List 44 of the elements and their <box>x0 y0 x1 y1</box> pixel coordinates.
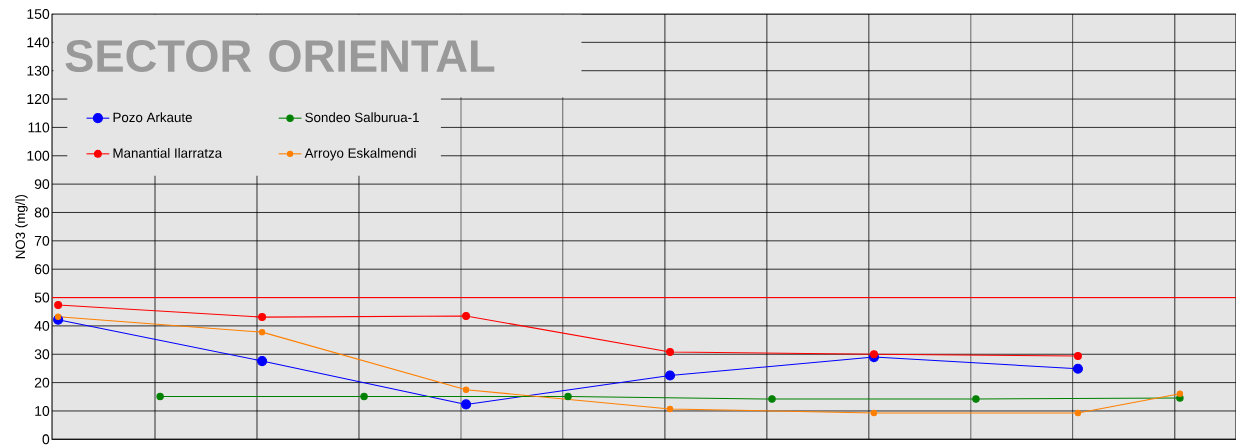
point <box>54 313 62 321</box>
point <box>1072 363 1083 374</box>
y-tick-label: 50 <box>34 292 50 303</box>
point <box>768 395 776 403</box>
point <box>156 392 164 401</box>
y-tick-label: 110 <box>28 122 50 133</box>
point <box>258 313 267 322</box>
point <box>257 355 268 367</box>
y-tick-label: 60 <box>34 264 50 275</box>
y-tick-label: 100 <box>27 150 50 161</box>
legend-label: Sondeo Salburua-1 <box>305 112 419 123</box>
y-tick-label: 10 <box>35 406 50 416</box>
point <box>664 370 676 381</box>
legend-label: Arroyo Eskalmendi <box>304 148 416 161</box>
point <box>870 409 878 417</box>
legend-label: Manantial Ilarratza <box>113 148 223 158</box>
point <box>462 386 470 393</box>
point <box>869 350 878 359</box>
y-tick-label: 80 <box>34 207 50 218</box>
point <box>564 392 572 401</box>
y-tick-label: 90 <box>34 179 50 190</box>
y-tick-label: 40 <box>34 320 50 331</box>
point <box>972 395 980 403</box>
y-tick-label: 120 <box>27 94 50 105</box>
y-tick-label: 140 <box>27 37 50 48</box>
point <box>462 311 471 320</box>
y-tick-label: 30 <box>34 349 50 360</box>
point <box>1073 351 1082 360</box>
point <box>258 328 266 336</box>
y-tick-label: 20 <box>34 377 50 388</box>
point <box>666 347 675 356</box>
y-tick-label: 70 <box>34 235 50 246</box>
y-tick-label: 130 <box>27 65 50 76</box>
point <box>460 399 472 410</box>
chart-title: SECTOR ORIENTAL <box>65 39 495 73</box>
point <box>1176 390 1184 397</box>
legend-label: Pozo Arkaute <box>113 112 192 123</box>
point <box>1074 409 1082 417</box>
y-tick-label: 150 <box>27 9 50 19</box>
point <box>54 300 63 309</box>
point <box>360 392 368 401</box>
point <box>666 405 674 413</box>
y-axis-title: NO3 (mg/l) <box>15 194 28 259</box>
y-tick-label: 0 <box>42 434 50 445</box>
